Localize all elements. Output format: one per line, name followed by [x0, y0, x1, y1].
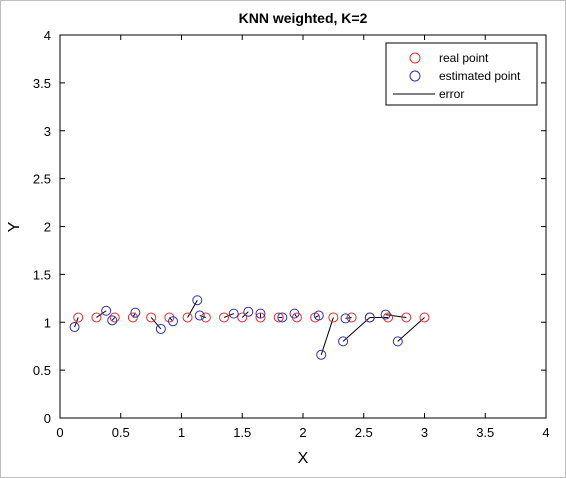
- real-point-marker: [146, 312, 157, 323]
- real-point-marker: [200, 312, 211, 323]
- estimated-point-marker: [243, 306, 254, 317]
- estimated-point-marker: [130, 307, 141, 318]
- estimated-point-marker: [107, 315, 118, 326]
- error-line: [320, 317, 334, 355]
- estimated-point-marker: [277, 312, 288, 323]
- x-tick-label: 4: [542, 425, 549, 440]
- error-line: [345, 316, 352, 319]
- y-tick-label: 0: [44, 411, 51, 426]
- y-axis: 0 0.5 1 1.5 2 2.5 3 3.5 4: [33, 28, 546, 426]
- real-point-series: [73, 312, 430, 323]
- estimated-point-marker: [313, 310, 324, 321]
- error-line: [74, 317, 79, 328]
- estimated-point-marker: [192, 295, 203, 306]
- error-line: [150, 317, 162, 330]
- estimated-point-marker: [316, 349, 327, 360]
- legend-real-point-label: real point: [439, 51, 489, 65]
- error-line: [385, 314, 407, 318]
- real-point-marker: [383, 312, 394, 323]
- x-tick-label: 0: [56, 425, 63, 440]
- legend-box: [385, 42, 538, 106]
- error-line: [199, 315, 206, 318]
- estimated-point-marker: [364, 312, 375, 323]
- real-point-marker: [328, 312, 339, 323]
- estimated-point-marker: [155, 323, 166, 334]
- real-point-marker: [73, 312, 84, 323]
- error-line: [241, 311, 249, 318]
- real-point-marker: [419, 312, 430, 323]
- real-point-marker: [182, 312, 193, 323]
- x-tick-label: 1.5: [233, 425, 251, 440]
- y-tick-label: 3.5: [33, 76, 51, 91]
- y-tick-label: 2.5: [33, 172, 51, 187]
- x-tick-label: 1: [178, 425, 185, 440]
- error-line: [223, 313, 234, 318]
- estimated-point-marker: [392, 336, 403, 347]
- real-point-marker: [401, 312, 412, 323]
- x-tick-label: 0.5: [112, 425, 130, 440]
- x-axis-title: X: [298, 450, 309, 467]
- error-line: [187, 299, 198, 318]
- real-point-marker: [237, 312, 248, 323]
- real-point-marker: [219, 312, 230, 323]
- error-line: [96, 310, 107, 318]
- legend-estimated-point-marker: [409, 70, 421, 82]
- legend-error-label: error: [439, 87, 464, 101]
- y-tick-label: 4: [44, 28, 51, 43]
- y-tick-label: 3: [44, 124, 51, 139]
- real-point-marker: [273, 312, 284, 323]
- real-point-marker: [255, 312, 266, 323]
- estimated-point-marker: [228, 308, 239, 319]
- real-point-marker: [127, 312, 138, 323]
- legend: real point estimated point error: [385, 42, 538, 106]
- estimated-point-marker: [289, 308, 300, 319]
- x-tick-label: 3.5: [476, 425, 494, 440]
- legend-real-point-marker: [409, 52, 421, 64]
- real-point-marker: [346, 312, 357, 323]
- estimated-point-marker: [167, 316, 178, 327]
- real-point-marker: [91, 312, 102, 323]
- x-tick-label: 3: [421, 425, 428, 440]
- y-tick-label: 1.5: [33, 267, 51, 282]
- chart-title: KNN weighted, K=2: [239, 10, 368, 26]
- real-point-marker: [109, 312, 120, 323]
- y-tick-label: 2: [44, 220, 51, 235]
- x-tick-label: 2: [299, 425, 306, 440]
- estimated-point-marker: [101, 305, 112, 316]
- error-line: [111, 317, 116, 321]
- x-axis: 0 0.5 1 1.5 2 2.5 3 3.5 4: [56, 35, 550, 440]
- estimated-point-series: [69, 295, 403, 360]
- estimated-point-marker: [194, 310, 205, 321]
- estimated-point-marker: [340, 313, 351, 324]
- y-tick-label: 1: [44, 315, 51, 330]
- error-line: [294, 313, 298, 318]
- y-axis-title: Y: [6, 221, 23, 232]
- estimated-point-marker: [255, 308, 266, 319]
- legend-estimated-point-label: estimated point: [439, 69, 521, 83]
- estimated-point-marker: [338, 336, 349, 347]
- error-line: [314, 315, 320, 318]
- estimated-point-marker: [69, 322, 80, 333]
- error-line: [397, 317, 425, 342]
- estimated-point-marker: [380, 309, 391, 320]
- real-point-marker: [164, 312, 175, 323]
- error-line: [342, 317, 371, 342]
- x-tick-label: 2.5: [355, 425, 373, 440]
- y-tick-label: 0.5: [33, 363, 51, 378]
